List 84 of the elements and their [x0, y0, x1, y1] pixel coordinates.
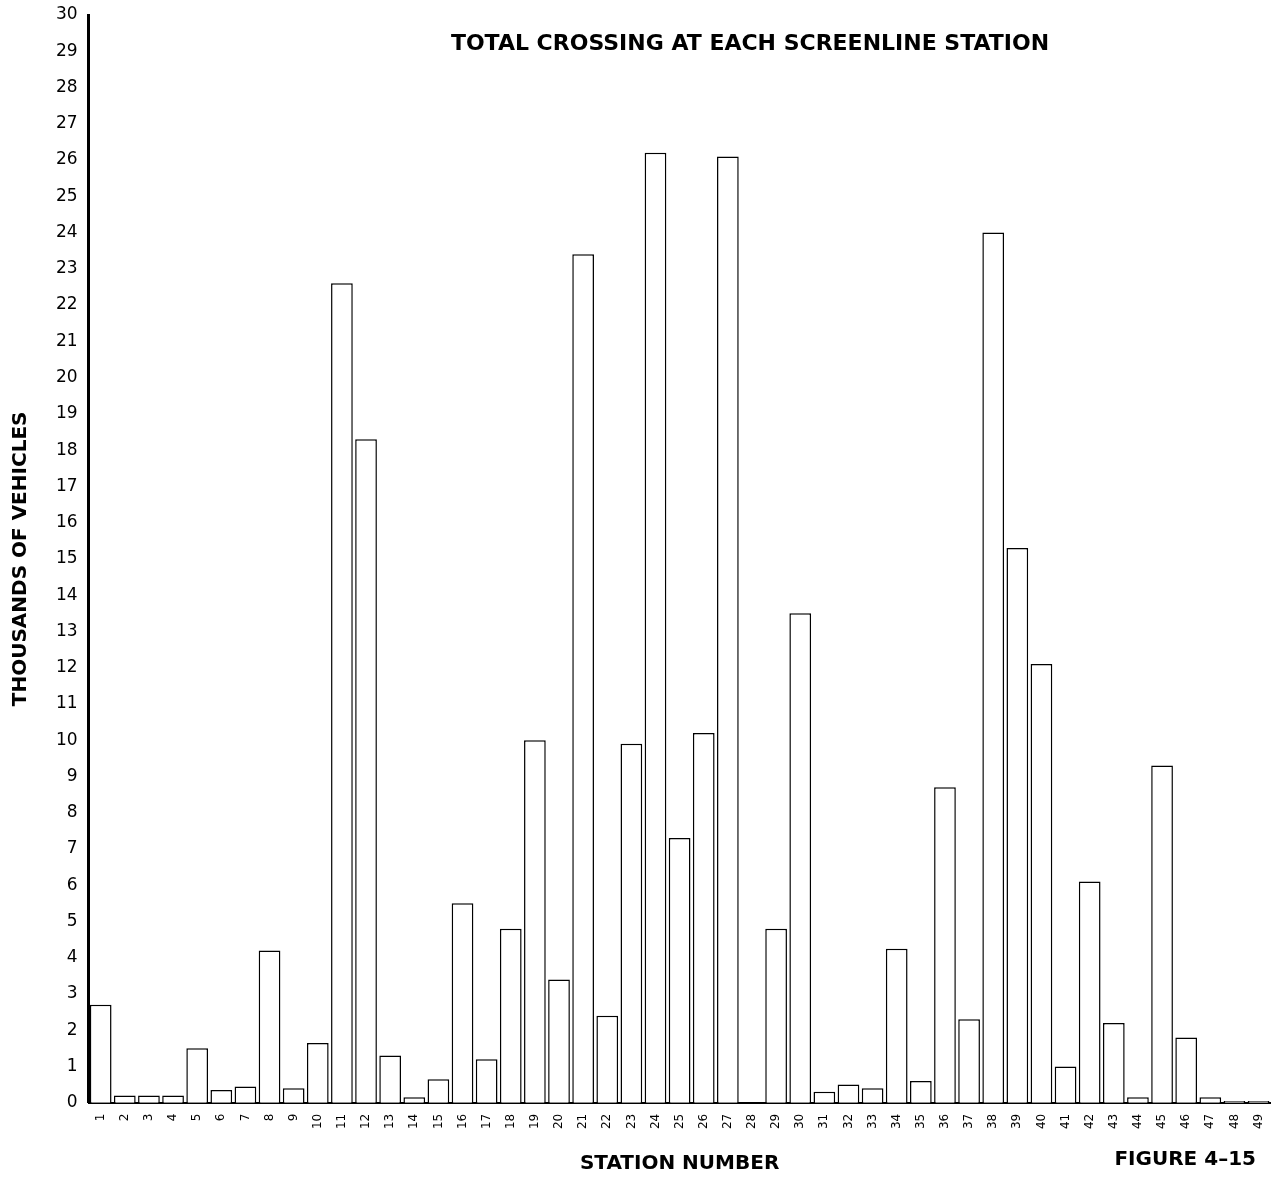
y-tick-label: 24: [55, 220, 78, 241]
x-tick-label: 21: [575, 1113, 590, 1130]
x-tick-label: 25: [671, 1113, 686, 1130]
x-tick-label: 17: [478, 1113, 493, 1130]
x-tick-label: 11: [334, 1113, 349, 1130]
x-tick-label: 37: [961, 1113, 976, 1130]
x-tick-label: 36: [937, 1113, 952, 1130]
y-tick-label: 23: [55, 257, 78, 278]
y-tick-label: 8: [66, 801, 78, 822]
x-tick-label: 16: [454, 1113, 469, 1130]
x-tick-label: 30: [792, 1113, 807, 1130]
x-tick-label: 43: [1105, 1113, 1120, 1130]
x-tick-label: 14: [406, 1113, 421, 1130]
x-axis-title: STATION NUMBER: [579, 1150, 780, 1175]
y-tick-label: 30: [55, 3, 78, 24]
x-tick-label: 49: [1250, 1113, 1265, 1130]
x-tick-label: 34: [888, 1113, 903, 1130]
x-tick-label: 1: [92, 1113, 107, 1122]
y-tick-label: 20: [55, 366, 78, 386]
x-tick-label: 29: [768, 1113, 783, 1130]
y-tick-label: 27: [55, 112, 78, 133]
x-tick-label: 9: [285, 1113, 300, 1122]
y-tick-label: 26: [55, 148, 78, 169]
x-tick-label: 26: [695, 1113, 710, 1130]
x-tick-label: 23: [623, 1113, 638, 1130]
x-tick-label: 35: [912, 1113, 927, 1130]
x-tick-label: 48: [1226, 1113, 1241, 1130]
x-tick-label: 32: [840, 1113, 855, 1130]
x-tick-label: 12: [358, 1113, 373, 1130]
y-tick-label: 19: [55, 402, 78, 423]
x-tick-label: 45: [1154, 1113, 1169, 1130]
y-tick-label: 0: [66, 1091, 78, 1112]
x-tick-label: 13: [382, 1113, 397, 1130]
x-tick-label: 8: [261, 1113, 276, 1122]
x-tick-label: 41: [1057, 1113, 1072, 1130]
y-tick-label: 9: [66, 764, 78, 785]
y-tick-label: 21: [55, 329, 78, 350]
y-tick-label: 3: [66, 982, 78, 1003]
x-tick-label: 19: [527, 1113, 542, 1130]
x-tick-label: 31: [816, 1113, 831, 1130]
x-tick-label: 2: [116, 1113, 131, 1122]
y-tick-label: 28: [55, 75, 78, 96]
y-tick-label: 13: [55, 619, 78, 640]
x-tick-label: 44: [1130, 1113, 1145, 1130]
caption: FIGURE 4–15: [1114, 1146, 1256, 1170]
x-tick-label: 18: [502, 1113, 517, 1130]
x-tick-label: 33: [864, 1113, 879, 1130]
x-tick-label: 28: [744, 1113, 759, 1130]
y-tick-label: 14: [55, 583, 78, 604]
x-tick-label: 22: [599, 1113, 614, 1130]
y-tick-label: 10: [55, 728, 78, 749]
y-tick-label: 4: [66, 946, 78, 967]
x-tick-label: 46: [1178, 1113, 1193, 1130]
x-tick-label: 39: [1009, 1113, 1024, 1130]
x-tick-label: 5: [189, 1113, 204, 1122]
y-tick-label: 11: [55, 692, 78, 713]
x-tick-label: 7: [237, 1113, 252, 1122]
y-tick-label: 29: [55, 39, 78, 60]
y-tick-label: 16: [55, 511, 78, 532]
y-tick-label: 5: [66, 909, 78, 930]
y-tick-label: 6: [66, 873, 78, 894]
x-tick-label: 4: [165, 1113, 180, 1122]
y-tick-label: 2: [66, 1018, 78, 1039]
x-tick-label: 10: [309, 1113, 324, 1130]
x-tick-label: 15: [430, 1113, 445, 1130]
x-tick-label: 24: [647, 1113, 662, 1130]
text: TOTAL CROSSING AT EACH SCREENLINE STATION: [450, 30, 1050, 55]
y-tick-label: 25: [55, 184, 78, 205]
y-tick-label: 18: [55, 438, 78, 459]
y-tick-label: 15: [55, 547, 78, 568]
y-tick-label: 12: [55, 656, 78, 677]
y-tick-label: 1: [66, 1054, 78, 1075]
x-tick-label: 6: [213, 1113, 228, 1122]
x-tick-label: 27: [719, 1113, 734, 1130]
y-axis-title: THOUSANDS OF VEHICLES: [7, 411, 32, 707]
x-tick-label: 40: [1033, 1113, 1048, 1130]
x-tick-label: 38: [985, 1113, 1000, 1130]
x-tick-label: 3: [141, 1113, 156, 1122]
y-tick-label: 7: [66, 837, 78, 858]
x-tick-label: 20: [551, 1113, 566, 1130]
y-tick-label: 17: [55, 474, 78, 495]
x-tick-label: 47: [1202, 1113, 1217, 1130]
y-tick-label: 22: [55, 293, 78, 314]
x-tick-label: 42: [1081, 1113, 1096, 1130]
